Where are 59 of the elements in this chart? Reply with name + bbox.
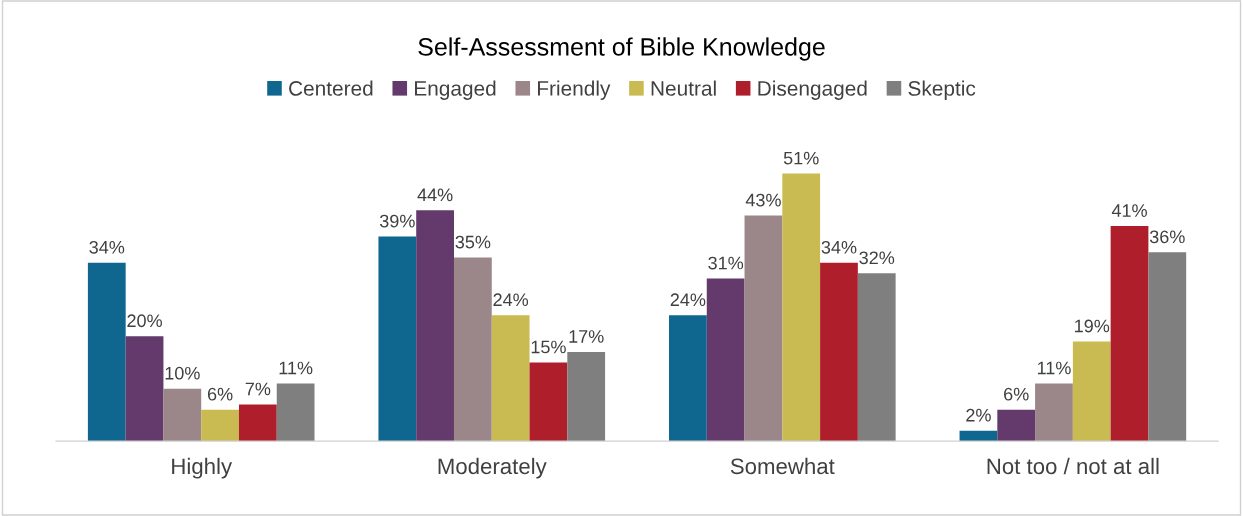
bar [276, 383, 315, 442]
bar [997, 409, 1036, 442]
chart-title: Self-Assessment of Bible Knowledge [418, 37, 825, 61]
data-label: 39% [379, 214, 415, 228]
bar [1072, 341, 1111, 442]
data-label: 31% [708, 256, 744, 270]
data-label: 10% [165, 366, 200, 380]
bar [782, 173, 821, 442]
legend-label: Centered [289, 80, 373, 96]
x-tick-label: Moderately [438, 457, 547, 479]
data-label: 34% [821, 240, 857, 254]
bar [491, 315, 530, 442]
data-label: 2% [966, 408, 991, 422]
bar [125, 336, 164, 442]
bar [529, 362, 568, 442]
x-tick-label: Not too / not at all [987, 457, 1159, 475]
legend-label: Skeptic [908, 80, 976, 100]
data-label: 36% [1149, 230, 1185, 244]
legend-label: Friendly [538, 80, 611, 100]
bar [1110, 226, 1149, 442]
data-label: 24% [670, 293, 706, 307]
data-label: 44% [417, 188, 453, 202]
data-label: 7% [245, 382, 271, 396]
data-label: 19% [1075, 319, 1110, 333]
bar [706, 278, 745, 442]
data-label: 32% [859, 251, 895, 265]
data-label: 15% [531, 340, 566, 354]
data-label: 51% [783, 151, 819, 165]
data-label: 11% [1037, 361, 1071, 375]
x-tick-label: Somewhat [730, 457, 835, 475]
bar [1148, 252, 1187, 442]
data-label: 6% [1004, 387, 1029, 401]
data-label: 34% [89, 240, 125, 254]
bar [163, 388, 202, 442]
bar [567, 351, 606, 442]
data-label: 17% [569, 330, 604, 343]
data-label: 6% [207, 387, 233, 401]
bar [378, 236, 417, 442]
data-label: 24% [493, 293, 529, 307]
data-label: 35% [455, 235, 491, 249]
bar [87, 262, 126, 442]
bar [820, 262, 858, 442]
bar [416, 210, 454, 442]
legend-label: Neutral [651, 80, 716, 96]
bar [857, 273, 896, 442]
data-label: 11% [279, 361, 313, 375]
bar [959, 430, 998, 442]
data-label: 41% [1111, 204, 1147, 217]
bar [1035, 383, 1073, 442]
bar [201, 409, 239, 442]
bar [453, 257, 492, 442]
x-tick-label: Highly [172, 457, 233, 479]
bar [744, 215, 783, 442]
data-label: 20% [127, 314, 162, 328]
bar [669, 315, 707, 442]
bar [238, 404, 277, 442]
legend-label: Engaged [415, 80, 496, 100]
legend-label: Disengaged [758, 80, 867, 100]
data-label: 43% [745, 193, 781, 207]
